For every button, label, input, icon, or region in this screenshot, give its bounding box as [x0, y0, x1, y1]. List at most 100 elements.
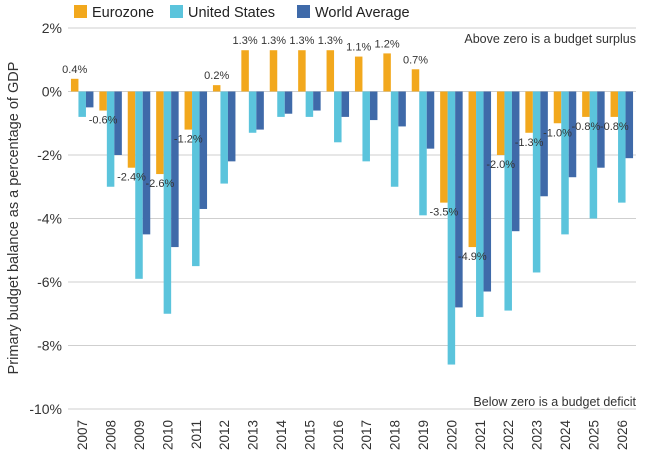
bar-world-average — [540, 91, 548, 197]
bar-world-average — [625, 91, 634, 159]
bar-united-states — [390, 91, 399, 187]
data-label: 1.3% — [289, 35, 314, 47]
bar-united-states — [334, 91, 342, 143]
bar-eurozone — [525, 91, 533, 133]
bar-united-states — [618, 91, 626, 203]
bar-world-average — [398, 91, 406, 127]
annotation-deficit: Below zero is a budget deficit — [473, 395, 636, 409]
y-tick-label: -2% — [37, 147, 62, 163]
data-label: -0.8% — [572, 121, 601, 133]
legend-swatch — [170, 5, 183, 18]
legend-label: World Average — [315, 5, 410, 21]
bar-eurozone — [354, 56, 363, 92]
bar-eurozone — [127, 91, 136, 168]
x-tick-label: 2008 — [104, 420, 119, 450]
bar-world-average — [171, 91, 179, 248]
bar-eurozone — [184, 91, 193, 130]
x-tick-label: 2011 — [189, 420, 204, 449]
bar-eurozone — [269, 50, 278, 92]
bar-world-average — [199, 91, 208, 209]
x-tick-label: 2012 — [217, 420, 232, 450]
bar-eurozone — [99, 91, 107, 111]
bar-eurozone — [553, 91, 562, 124]
bar-united-states — [135, 91, 143, 279]
data-label: -0.8% — [600, 121, 629, 133]
data-label: -1.0% — [543, 127, 572, 139]
bar-united-states — [248, 91, 257, 133]
bar-united-states — [277, 91, 285, 117]
data-label: 1.3% — [261, 35, 286, 47]
data-label: -1.2% — [174, 134, 203, 146]
x-tick-label: 2014 — [274, 420, 289, 451]
x-tick-label: 2015 — [302, 420, 317, 450]
x-tick-label: 2010 — [160, 420, 175, 450]
bar-united-states — [163, 91, 172, 314]
bar-world-average — [256, 91, 264, 130]
bar-united-states — [561, 91, 569, 235]
bar-united-states — [532, 91, 541, 273]
legend-swatch — [74, 5, 87, 18]
y-tick-label: -6% — [37, 274, 62, 290]
x-tick-label: 2016 — [331, 420, 346, 450]
data-label: 0.7% — [403, 54, 428, 66]
bars — [70, 50, 634, 365]
bar-eurozone — [326, 50, 335, 92]
bar-world-average — [85, 91, 94, 108]
data-label: -3.5% — [430, 207, 459, 219]
gridlines — [68, 27, 636, 410]
annotation-surplus: Above zero is a budget surplus — [464, 32, 636, 46]
bar-world-average — [426, 91, 435, 149]
x-tick-label: 2013 — [246, 420, 261, 450]
bar-world-average — [369, 91, 378, 121]
bar-world-average — [455, 91, 463, 308]
bar-eurozone — [383, 53, 391, 92]
x-tick-label: 2022 — [501, 420, 516, 450]
x-tick-label: 2009 — [132, 420, 147, 450]
bar-eurozone — [582, 91, 590, 117]
y-axis-ticks: 2% 0% -2% -4% -6% -8% -10% — [29, 20, 62, 417]
bar-eurozone — [241, 50, 249, 92]
x-tick-label: 2026 — [615, 420, 630, 450]
bar-eurozone — [156, 91, 164, 175]
x-tick-label: 2019 — [416, 420, 431, 450]
legend-label: United States — [188, 5, 275, 21]
bar-united-states — [589, 91, 598, 219]
bar-world-average — [284, 91, 293, 114]
x-tick-label: 2018 — [388, 420, 403, 450]
data-label: 1.3% — [318, 35, 343, 47]
bar-world-average — [483, 91, 492, 292]
bar-united-states — [362, 91, 370, 162]
bar-eurozone — [610, 91, 619, 117]
bar-world-average — [568, 91, 577, 178]
bar-eurozone — [468, 91, 477, 248]
data-label: 0.4% — [62, 64, 87, 76]
data-label: -0.6% — [89, 115, 118, 127]
data-label: -2.4% — [117, 172, 146, 184]
legend-label: Eurozone — [92, 5, 154, 21]
legend: Eurozone United States World Average — [74, 5, 410, 21]
legend-swatch — [297, 5, 310, 18]
data-label: 1.1% — [346, 42, 371, 54]
bar-united-states — [305, 91, 314, 117]
x-tick-label: 2023 — [530, 420, 545, 450]
bar-united-states — [476, 91, 484, 317]
bar-world-average — [341, 91, 350, 117]
bar-eurozone — [70, 78, 79, 92]
x-axis-ticks: 2007 2008 2009 2010 2011 2012 2013 2014 2015 2016… — [75, 420, 630, 451]
bar-united-states — [419, 91, 427, 216]
bar-eurozone — [440, 91, 448, 203]
bar-world-average — [142, 91, 151, 235]
bar-world-average — [511, 91, 520, 232]
bar-world-average — [227, 91, 236, 162]
bar-united-states — [192, 91, 200, 267]
bar-world-average — [114, 91, 122, 155]
bar-world-average — [313, 91, 321, 111]
bar-eurozone — [212, 85, 221, 92]
y-tick-label: -4% — [37, 211, 62, 227]
bar-united-states — [78, 91, 86, 117]
data-label: -2.0% — [486, 159, 515, 171]
y-tick-label: 0% — [42, 84, 62, 100]
bar-world-average — [597, 91, 605, 168]
bar-united-states — [106, 91, 115, 187]
data-label: 1.3% — [233, 35, 258, 47]
